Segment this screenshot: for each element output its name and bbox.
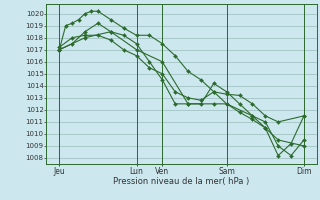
X-axis label: Pression niveau de la mer( hPa ): Pression niveau de la mer( hPa )	[114, 177, 250, 186]
